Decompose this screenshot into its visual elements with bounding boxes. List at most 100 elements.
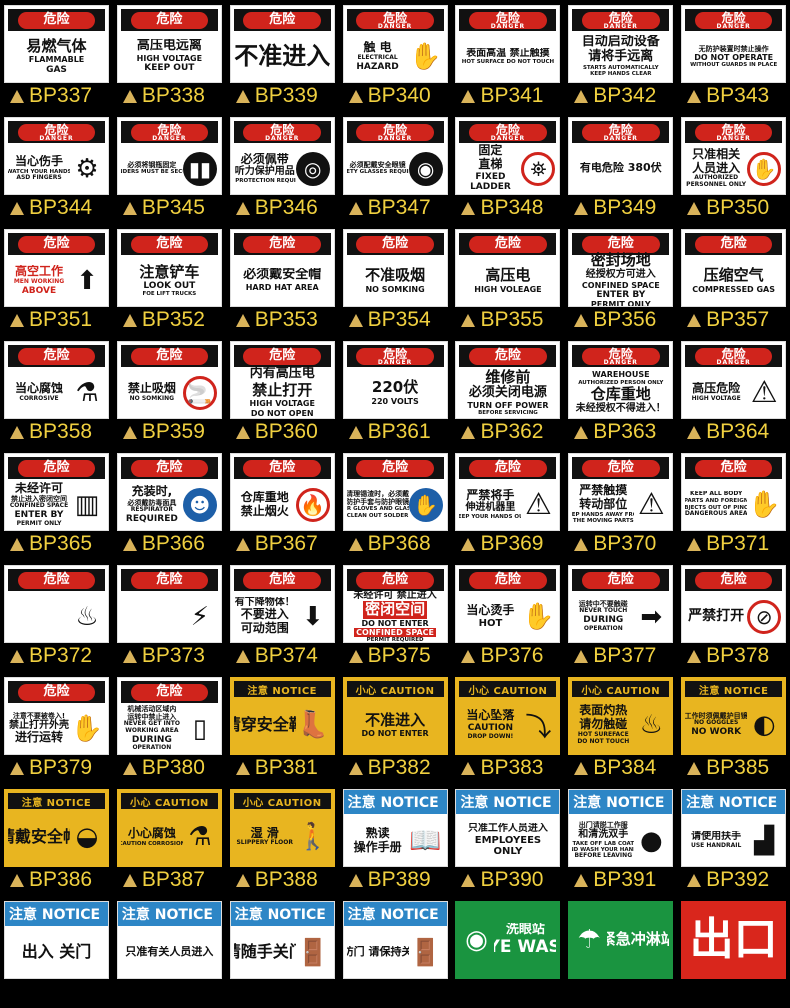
safety-sign-image[interactable]: 注意 NOTICE 出入 关门 [4,901,109,979]
sign-product-bp342[interactable]: 危险 DANGER 自动启动设备 请将手远离 STARTS AUTOMATICALLY K… [564,0,677,112]
safety-sign-image[interactable]: 小心 CAUTION 湿 滑 SLIPPERY FLOOR 🚶 [229,789,335,867]
safety-sign-image[interactable]: 小心 CAUTION 表面灼热 请勿触碰 HOT SUREFACE DO NOT TOU… [568,677,674,755]
safety-sign-image[interactable]: 注意 NOTICE 只准有关人员进入 [116,901,222,979]
safety-sign-image[interactable]: ☂ 紧急冲淋站 [568,901,674,979]
safety-sign-image[interactable]: 注意 NOTICE 熟读 操作手册 📖 [342,789,448,867]
safety-sign-image[interactable]: 危险 DANGER WAREHOUSE AUTHORIZED PERSON ONLY 仓… [568,341,674,419]
sign-product-item[interactable]: ☂ 紧急冲淋站 [564,896,677,1008]
safety-sign-image[interactable]: 危险 注意不要被卷入! 禁止打开外壳 进行运转 ✋ [4,677,109,755]
safety-sign-image[interactable]: 危险 仓库重地 禁止烟火 🔥 [229,453,335,531]
safety-sign-image[interactable]: 注意 NOTICE 工作时须佩戴护目镜 NO GOGGLES NO WORK ◐ [681,677,787,755]
sign-product-bp339[interactable]: 危险 不准进入 BP339 [226,0,339,112]
safety-sign-image[interactable]: ◉洗眼站EYE WASH [455,901,561,979]
sign-product-bp384[interactable]: 小心 CAUTION 表面灼热 请勿触碰 HOT SUREFACE DO NOT TOU… [564,672,677,784]
sign-product-bp374[interactable]: 危险 有下降物体！ 不要进入 可动范围 ⬇ BP374 [226,560,339,672]
safety-sign-image[interactable]: 注意 NOTICE请穿安全鞋👢 [229,677,335,755]
safety-sign-image[interactable]: 小心 CAUTION 不准进入 DO NOT ENTER [342,677,448,755]
safety-sign-image[interactable]: 危险 DANGER 有电危险 380伏 [568,117,674,195]
safety-sign-image[interactable]: 小心 CAUTION 小心腐蚀 CAUTION CORROSION ⚗ [116,789,222,867]
sign-product-bp375[interactable]: 危险 未经许可 禁止进入 密闭空间 DO NOT ENTER CONFINED SPAC… [339,560,452,672]
sign-product-bp340[interactable]: 危险 DANGER 触 电 ELECTRICAL HAZARD ✋ BP340 [339,0,452,112]
safety-sign-image[interactable]: 危险 DANGER 当心伤手 WATCH YOUR HANDS ASD FINGERS ⚙ [4,117,109,195]
safety-sign-image[interactable]: 危险 注意铲车 LOOK OUT FOE LIFT TRUCKS [116,229,222,307]
safety-sign-image[interactable]: 危险 ⚡ [116,565,222,643]
sign-product-bp348[interactable]: 危险 DANGER 固定 直梯 FIXED LADDER ⛯ BP348 [451,112,564,224]
sign-product-bp355[interactable]: 危险 高压电 HIGH VOLEAGE BP355 [451,224,564,336]
safety-sign-image[interactable]: 危险 高压电远离 HIGH VOLTAGE KEEP OUT [116,5,222,83]
safety-sign-image[interactable]: 危险 不准进入 [229,5,335,83]
safety-sign-image[interactable]: 注意 NOTICE 只准工作人员进入 EMPLOYEES ONLY [455,789,561,867]
safety-sign-image[interactable]: 危险严禁将手伸进机器里KEEP YOUR HANDS OUT⚠ [455,453,561,531]
sign-product-bp380[interactable]: 危险 机械活动区域内 运转中禁止进入 NEVER GET INTO WORKING AR… [113,672,226,784]
safety-sign-image[interactable]: 出口 [681,901,787,979]
safety-sign-image[interactable]: 危险 密封场地 经授权方可进入 CONFINED SPACE ENTER BY PERMI… [568,229,674,307]
sign-product-item[interactable]: 注意 NOTICE 只准有关人员进入 [113,896,226,1008]
safety-sign-image[interactable]: 小心 CAUTION 当心坠落 CAUTION DROP DOWN! ⤵ [455,677,561,755]
sign-product-bp362[interactable]: 危险 维修前 必须关闭电源 TURN OFF POWER BEFORE SERVICIN… [451,336,564,448]
sign-product-bp363[interactable]: 危险 DANGER WAREHOUSE AUTHORIZED PERSON ONLY 仓… [564,336,677,448]
safety-sign-image[interactable]: 危险 高空工作 MEN WORKING ABOVE ⬆ [4,229,109,307]
sign-product-bp367[interactable]: 危险 仓库重地 禁止烟火 🔥 BP367 [226,448,339,560]
safety-sign-image[interactable]: 危险 不准吸烟 NO SOMKING [342,229,448,307]
sign-product-bp365[interactable]: 危险 未经许可 禁止进入密闭空间 CONFINED SPACE ENTER BY PERM… [0,448,113,560]
safety-sign-image[interactable]: 注意 NOTICE 请使用扶手 USE HANDRAIL ▟ [681,789,787,867]
sign-product-bp353[interactable]: 危险 必须戴安全帽 HARD HAT AREA BP353 [226,224,339,336]
safety-sign-image[interactable]: 危险 DANGER 220伏 220 VOLTS [342,341,448,419]
safety-sign-image[interactable]: 危险 DANGER 高压危险 HIGH VOLTAGE ⚠ [681,341,787,419]
sign-product-bp351[interactable]: 危险 高空工作 MEN WORKING ABOVE ⬆ BP351 [0,224,113,336]
safety-sign-image[interactable]: 危险 压缩空气 COMPRESSED GAS [681,229,787,307]
sign-product-bp376[interactable]: 危险 当心烫手 HOT ✋ BP376 [451,560,564,672]
sign-product-bp361[interactable]: 危险 DANGER 220伏 220 VOLTS BP361 [339,336,452,448]
safety-sign-image[interactable]: 危险 高压电 HIGH VOLEAGE [455,229,561,307]
sign-product-bp382[interactable]: 小心 CAUTION 不准进入 DO NOT ENTER BP382 [339,672,452,784]
sign-product-bp366[interactable]: 危险 充装时, 必须戴防毒面具 RESPIRATOR REQUIRED ☻ BP366 [113,448,226,560]
safety-sign-image[interactable]: 危险 必须戴安全帽 HARD HAT AREA [229,229,335,307]
sign-product-item[interactable]: 注意 NOTICE请随手关门🚪 [226,896,339,1008]
safety-sign-image[interactable]: 危险 严禁打开 ⊘ [681,565,787,643]
sign-product-bp364[interactable]: 危险 DANGER 高压危险 HIGH VOLTAGE ⚠ BP364 [677,336,790,448]
sign-product-bp369[interactable]: 危险严禁将手伸进机器里KEEP YOUR HANDS OUT⚠BP369 [451,448,564,560]
safety-sign-image[interactable]: 危险 DANGER 固定 直梯 FIXED LADDER ⛯ [455,117,561,195]
sign-product-bp372[interactable]: 危险 ♨ BP372 [0,560,113,672]
safety-sign-image[interactable]: 危险 运转中不要触碰 NEVER TOUCH DURING OPERATION ➡ [568,565,674,643]
sign-product-bp352[interactable]: 危险 注意铲车 LOOK OUT FOE LIFT TRUCKS BP352 [113,224,226,336]
sign-product-bp344[interactable]: 危险 DANGER 当心伤手 WATCH YOUR HANDS ASD FINGERS ⚙… [0,112,113,224]
sign-product-bp360[interactable]: 危险 内有高压电 禁止打开 HIGH VOLTAGE DO NOT OPEN BP360 [226,336,339,448]
sign-product-bp379[interactable]: 危险 注意不要被卷入! 禁止打开外壳 进行运转 ✋ BP379 [0,672,113,784]
safety-sign-image[interactable]: 危险 DANGER 自动启动设备 请将手远离 STARTS AUTOMATICALLY K… [568,5,674,83]
safety-sign-image[interactable]: 危险 ♨ [4,565,109,643]
safety-sign-image[interactable]: 危险 DANGER 只准相关 人员进入 AUTHORIZED PERSONNEL ONLY… [681,117,787,195]
safety-sign-image[interactable]: 危险 未经许可 禁止进入密闭空间 CONFINED SPACE ENTER BY PERM… [4,453,109,531]
sign-product-bp356[interactable]: 危险 密封场地 经授权方可进入 CONFINED SPACE ENTER BY PERMI… [564,224,677,336]
sign-product-bp377[interactable]: 危险 运转中不要触碰 NEVER TOUCH DURING OPERATION ➡ BP37… [564,560,677,672]
sign-product-bp370[interactable]: 危险严禁触摸转动部位KEEP HANDS AWAY FROMTHE MOVING… [564,448,677,560]
sign-product-bp378[interactable]: 危险 严禁打开 ⊘ BP378 [677,560,790,672]
safety-sign-image[interactable]: 危险 内有高压电 禁止打开 HIGH VOLTAGE DO NOT OPEN [229,341,335,419]
sign-product-bp385[interactable]: 注意 NOTICE 工作时须佩戴护目镜 NO GOGGLES NO WORK ◐ BP38… [677,672,790,784]
sign-product-bp392[interactable]: 注意 NOTICE 请使用扶手 USE HANDRAIL ▟ BP392 [677,784,790,896]
sign-product-item[interactable]: ◉洗眼站EYE WASH [451,896,564,1008]
safety-sign-image[interactable]: 危险 DANGER 表面高温 禁止触摸 HOT SURFACE DO NOT TOUC… [455,5,561,83]
sign-product-bp373[interactable]: 危险 ⚡ BP373 [113,560,226,672]
safety-sign-image[interactable]: 危险 DANGER 触 电 ELECTRICAL HAZARD ✋ [342,5,448,83]
sign-product-bp354[interactable]: 危险 不准吸烟 NO SOMKING BP354 [339,224,452,336]
sign-product-bp357[interactable]: 危险 压缩空气 COMPRESSED GAS BP357 [677,224,790,336]
safety-sign-image[interactable]: 危险 机械活动区域内 运转中禁止进入 NEVER GET INTO WORKING AR… [116,677,222,755]
sign-product-item[interactable]: 注意 NOTICE消防门 请保持关闭🚪 [339,896,452,1008]
sign-product-bp388[interactable]: 小心 CAUTION 湿 滑 SLIPPERY FLOOR 🚶 BP388 [226,784,339,896]
safety-sign-image[interactable]: 危险 DANGER 无防护装置时禁止操作 DO NOT OPERATE WITHOUT … [681,5,787,83]
sign-product-bp387[interactable]: 小心 CAUTION 小心腐蚀 CAUTION CORROSION ⚗ BP387 [113,784,226,896]
safety-sign-image[interactable]: 危险 未经许可 禁止进入 密闭空间 DO NOT ENTER CONFINED SPAC… [342,565,448,643]
safety-sign-image[interactable]: 危险 有下降物体！ 不要进入 可动范围 ⬇ [229,565,335,643]
sign-product-bp386[interactable]: 注意 NOTICE 请戴安全帽 ◒ BP386 [0,784,113,896]
